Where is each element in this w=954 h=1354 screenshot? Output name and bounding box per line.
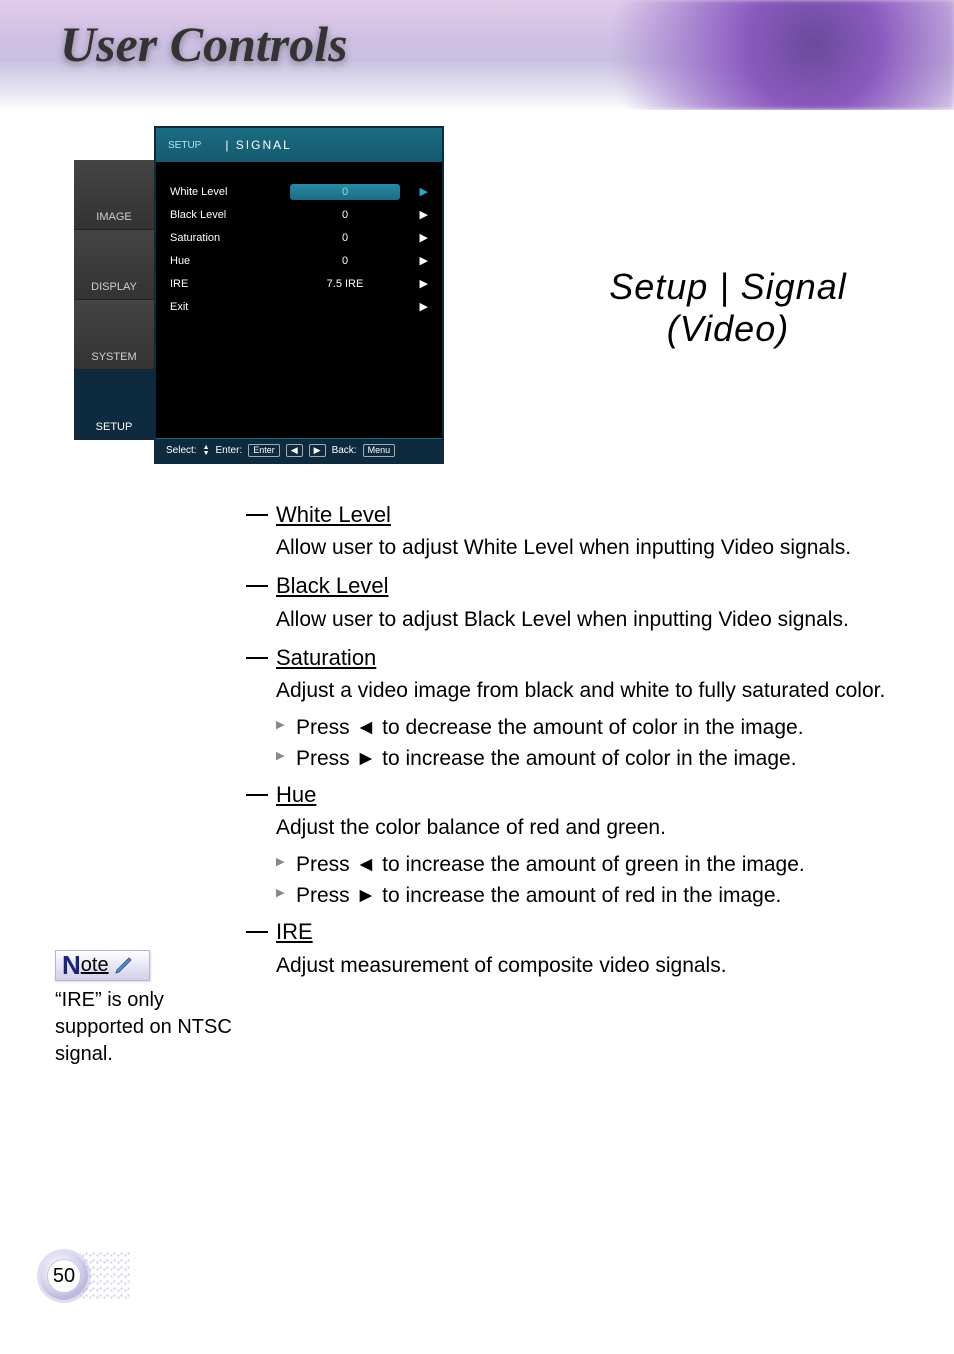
osd-row-ire[interactable]: IRE 7.5 IRE ▶ [170,272,428,295]
heading-saturation: Saturation [246,643,886,673]
text-black-level: Allow user to adjust Black Level when in… [276,606,886,635]
bullet-saturation-dec: Press ◄ to decrease the amount of color … [276,714,886,743]
key-enter: Enter [248,444,280,457]
text-hue: Adjust the color balance of red and gree… [276,814,886,843]
page-title: User Controls [60,15,348,73]
osd-tab-display[interactable]: DISPLAY [74,230,154,300]
osd-panel: SETUP | SIGNAL White Level 0 ▶ Black Lev… [154,126,444,464]
section-title-line1: Setup | Signal [609,266,847,307]
heading-black-level: Black Level [246,571,886,601]
note-label-N: N [62,954,81,976]
pencil-icon [113,952,135,974]
section-title-line2: (Video) [548,308,908,350]
osd-body: White Level 0 ▶ Black Level 0 ▶ Saturati… [156,162,442,318]
osd-row-label: Saturation [170,232,290,244]
osd-row-label: Black Level [170,209,290,221]
bullet-hue-red: Press ► to increase the amount of red in… [276,882,886,911]
section-title: Setup | Signal (Video) [548,266,908,350]
osd-sidebar: IMAGE DISPLAY SYSTEM SETUP [74,160,154,440]
osd-breadcrumb-tab: | SIGNAL [225,138,291,152]
bullet-saturation-inc: Press ► to increase the amount of color … [276,745,886,774]
osd-row-label: Hue [170,255,290,267]
osd-row-black-level[interactable]: Black Level 0 ▶ [170,203,428,226]
arrow-right-icon: ▶ [420,277,428,290]
arrow-right-icon: ▶ [420,185,428,198]
osd-footer-select-label: Select: [166,445,197,456]
osd-row-label: IRE [170,278,290,290]
text-saturation: Adjust a video image from black and whit… [276,677,886,706]
osd-tab-setup[interactable]: SETUP [74,370,154,440]
osd-row-label: White Level [170,186,290,198]
osd-row-value [290,299,400,315]
osd-tab-system[interactable]: SYSTEM [74,300,154,370]
updown-icon: ▲▼ [203,445,210,457]
osd-row-value: 0 [290,230,400,246]
heading-white-level: White Level [246,500,886,530]
osd-row-white-level[interactable]: White Level 0 ▶ [170,180,428,203]
osd-row-value: 0 [290,184,400,200]
osd-breadcrumb-mode: SETUP [168,140,201,151]
key-right-icon: ▶ [309,444,326,457]
osd-row-exit[interactable]: Exit ▶ [170,295,428,318]
arrow-right-icon: ▶ [420,208,428,221]
osd-row-label: Exit [170,301,290,313]
osd-row-value: 0 [290,253,400,269]
description-column: White Level Allow user to adjust White L… [276,494,886,989]
osd-footer-back-label: Back: [332,445,357,456]
heading-ire: IRE [246,917,886,947]
osd-tab-image[interactable]: IMAGE [74,160,154,230]
bullet-hue-green: Press ◄ to increase the amount of green … [276,851,886,880]
key-left-icon: ◀ [286,444,303,457]
note-label: N ote [55,950,150,981]
note-block: N ote “IRE” is only supported on NTSC si… [55,950,235,1068]
heading-hue: Hue [246,780,886,810]
osd-footer: Select: ▲▼ Enter: Enter ◀ ▶ Back: Menu [156,438,442,462]
note-label-ote: ote [81,954,109,977]
banner-decoration [484,0,954,110]
arrow-right-icon: ▶ [420,300,428,313]
page-number-badge: 50 [40,1252,88,1300]
page-number: 50 [47,1259,81,1293]
osd-titlebar: SETUP | SIGNAL [156,128,442,162]
osd-screenshot: IMAGE DISPLAY SYSTEM SETUP SETUP | SIGNA… [74,126,444,464]
osd-row-value: 7.5 IRE [290,276,400,292]
osd-row-hue[interactable]: Hue 0 ▶ [170,249,428,272]
arrow-right-icon: ▶ [420,231,428,244]
osd-row-value: 0 [290,207,400,223]
note-text: “IRE” is only supported on NTSC signal. [55,987,235,1068]
osd-row-saturation[interactable]: Saturation 0 ▶ [170,226,428,249]
key-menu: Menu [363,444,396,457]
text-ire: Adjust measurement of composite video si… [276,952,886,981]
osd-footer-enter-label: Enter: [216,445,243,456]
page-header-banner: User Controls [0,0,954,110]
arrow-right-icon: ▶ [420,254,428,267]
text-white-level: Allow user to adjust White Level when in… [276,534,886,563]
